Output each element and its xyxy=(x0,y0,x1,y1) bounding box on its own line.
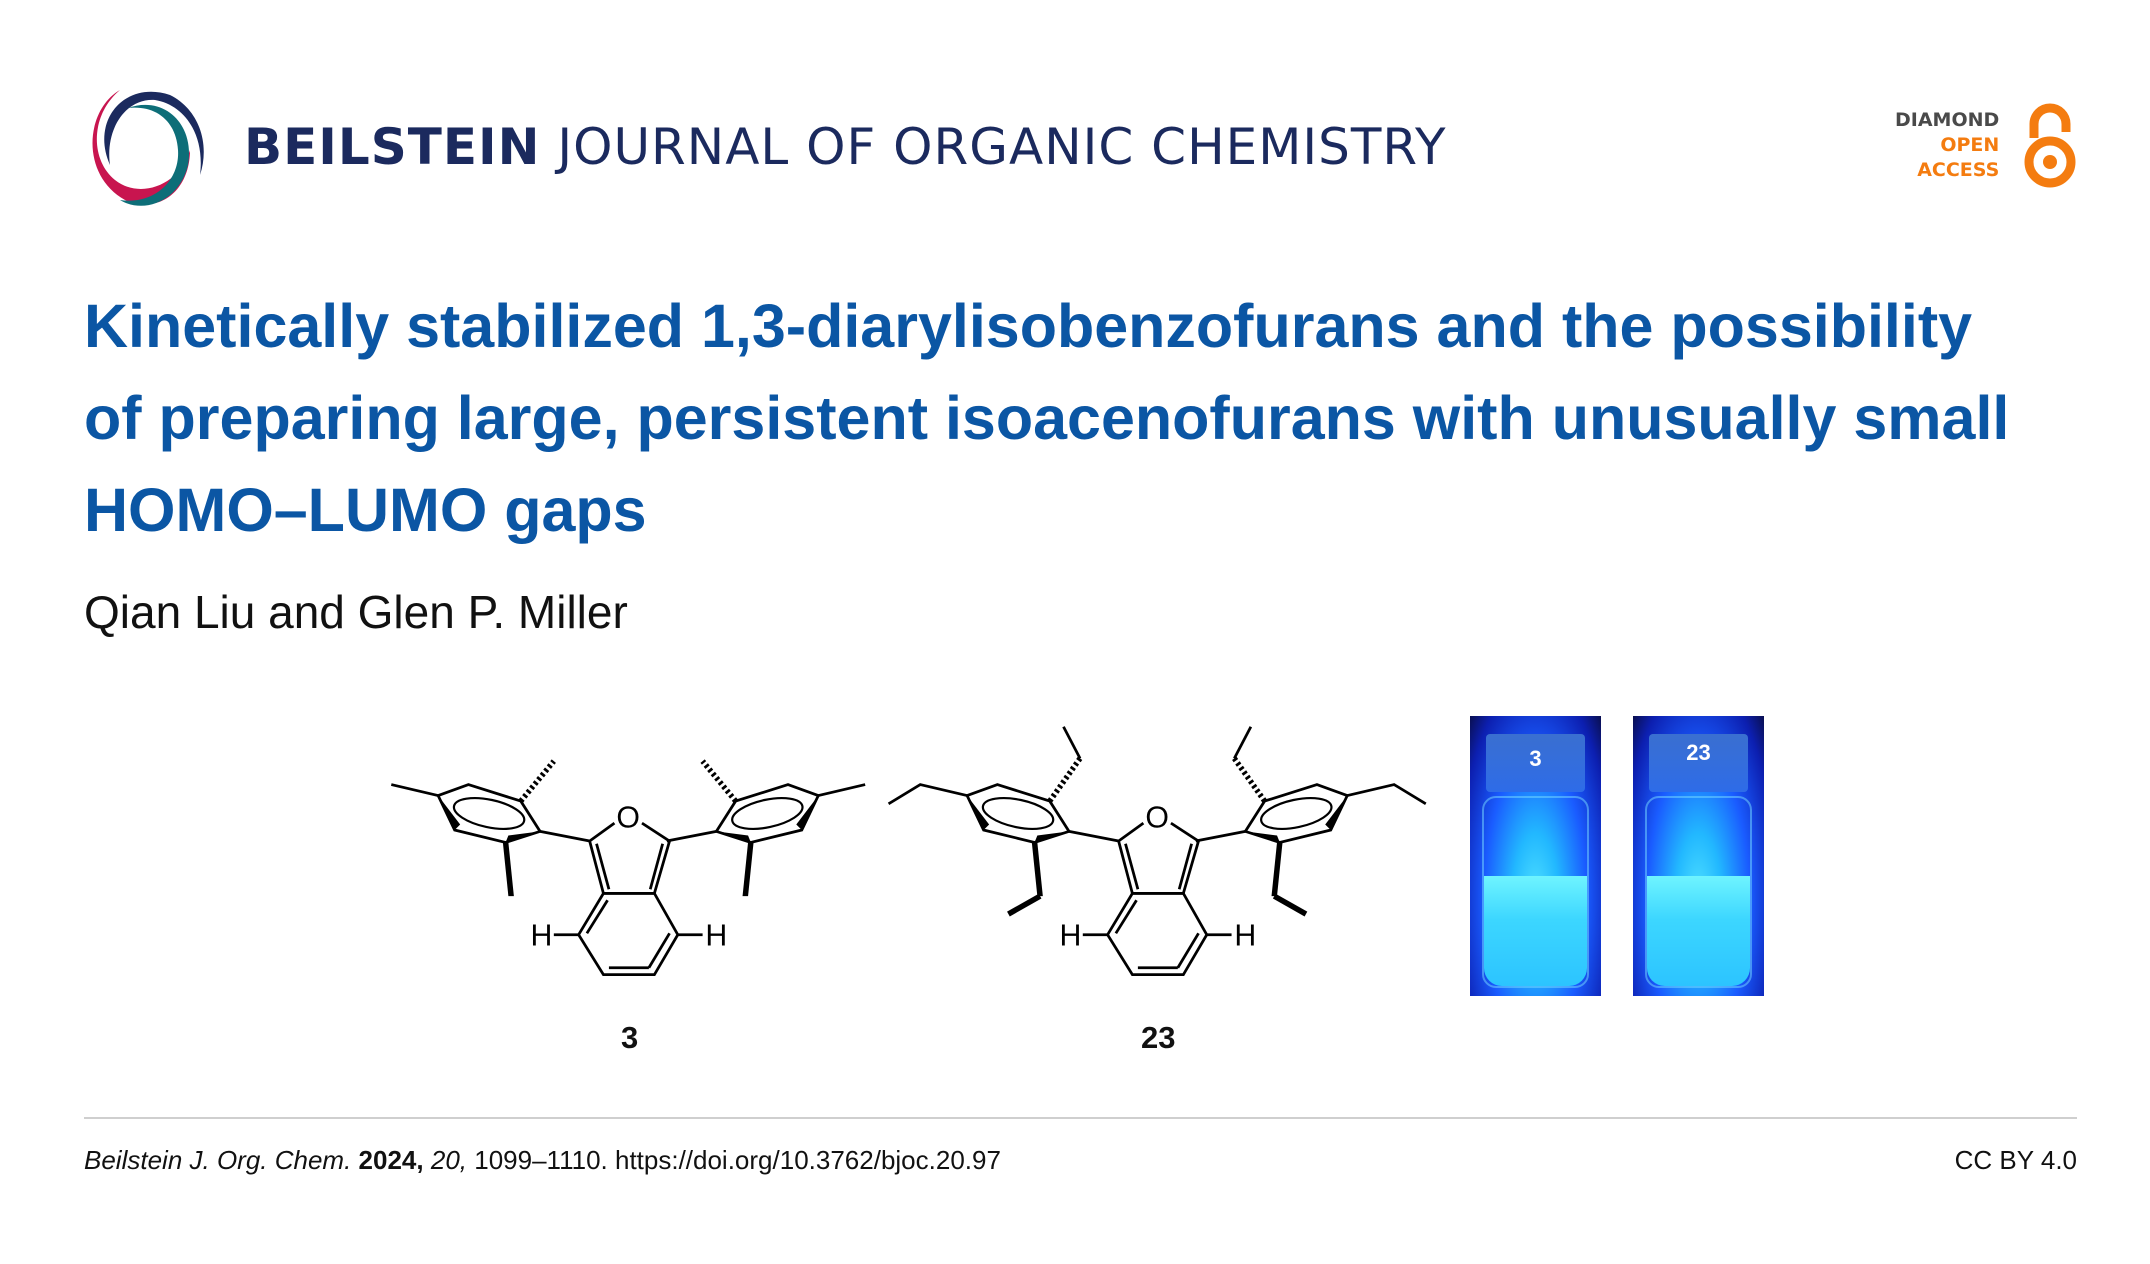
fluorescent-solution xyxy=(1647,876,1750,986)
hydrogen-atom-label: H xyxy=(1234,920,1256,953)
citation-year: 2024, xyxy=(358,1145,424,1175)
diamond-open-access-badge: DIAMOND OPEN ACCESS xyxy=(1895,108,1999,183)
journal-name-rest: JOURNAL OF ORGANIC CHEMISTRY xyxy=(557,118,1447,176)
vial-glass xyxy=(1645,796,1752,988)
compound-23-structure: O H H xyxy=(889,727,1426,977)
vial-label: 23 xyxy=(1686,740,1711,765)
citation-volume: 20, xyxy=(430,1145,468,1175)
compound-3-structure: O H H xyxy=(391,761,865,977)
journal-name-bold: BEILSTEIN xyxy=(244,118,541,176)
badge-line-3: ACCESS xyxy=(1917,159,2000,181)
vial-glass xyxy=(1482,796,1589,988)
oxygen-atom-label: O xyxy=(1145,801,1169,834)
citation: Beilstein J. Org. Chem. 2024, 20, 1099–1… xyxy=(84,1145,1001,1176)
open-lock-icon xyxy=(2024,103,2076,188)
beilstein-logo xyxy=(92,90,204,206)
vial-cap xyxy=(1486,734,1585,792)
divider xyxy=(84,1117,2077,1119)
article-title: Kinetically stabilized 1,3-diarylisobenz… xyxy=(84,292,2010,544)
vial-photo-23: 23 xyxy=(1633,716,1764,996)
citation-pages-doi[interactable]: 1099–1110. https://doi.org/10.3762/bjoc.… xyxy=(474,1145,1001,1175)
hydrogen-atom-label: H xyxy=(705,920,727,953)
article-authors: Qian Liu and Glen P. Miller xyxy=(84,586,628,638)
vial-photo-3: 3 xyxy=(1470,716,1601,996)
journal-name: BEILSTEIN JOURNAL OF ORGANIC CHEMISTRY xyxy=(244,118,1447,176)
chemical-structures: O H H O H H xyxy=(372,703,1474,977)
hydrogen-atom-label: H xyxy=(530,920,552,953)
oxygen-atom-label: O xyxy=(616,801,640,834)
badge-line-1: DIAMOND xyxy=(1895,109,2000,131)
badge-line-2: OPEN xyxy=(1940,134,2000,156)
compound-label-3: 3 xyxy=(621,1020,639,1055)
fluorescent-solution xyxy=(1484,876,1587,986)
vial-label: 3 xyxy=(1529,746,1542,771)
vial-cap xyxy=(1649,734,1748,792)
hydrogen-atom-label: H xyxy=(1059,920,1081,953)
citation-journal: Beilstein J. Org. Chem. xyxy=(84,1145,352,1175)
license: CC BY 4.0 xyxy=(1954,1145,2077,1175)
compound-label-23: 23 xyxy=(1141,1020,1176,1055)
